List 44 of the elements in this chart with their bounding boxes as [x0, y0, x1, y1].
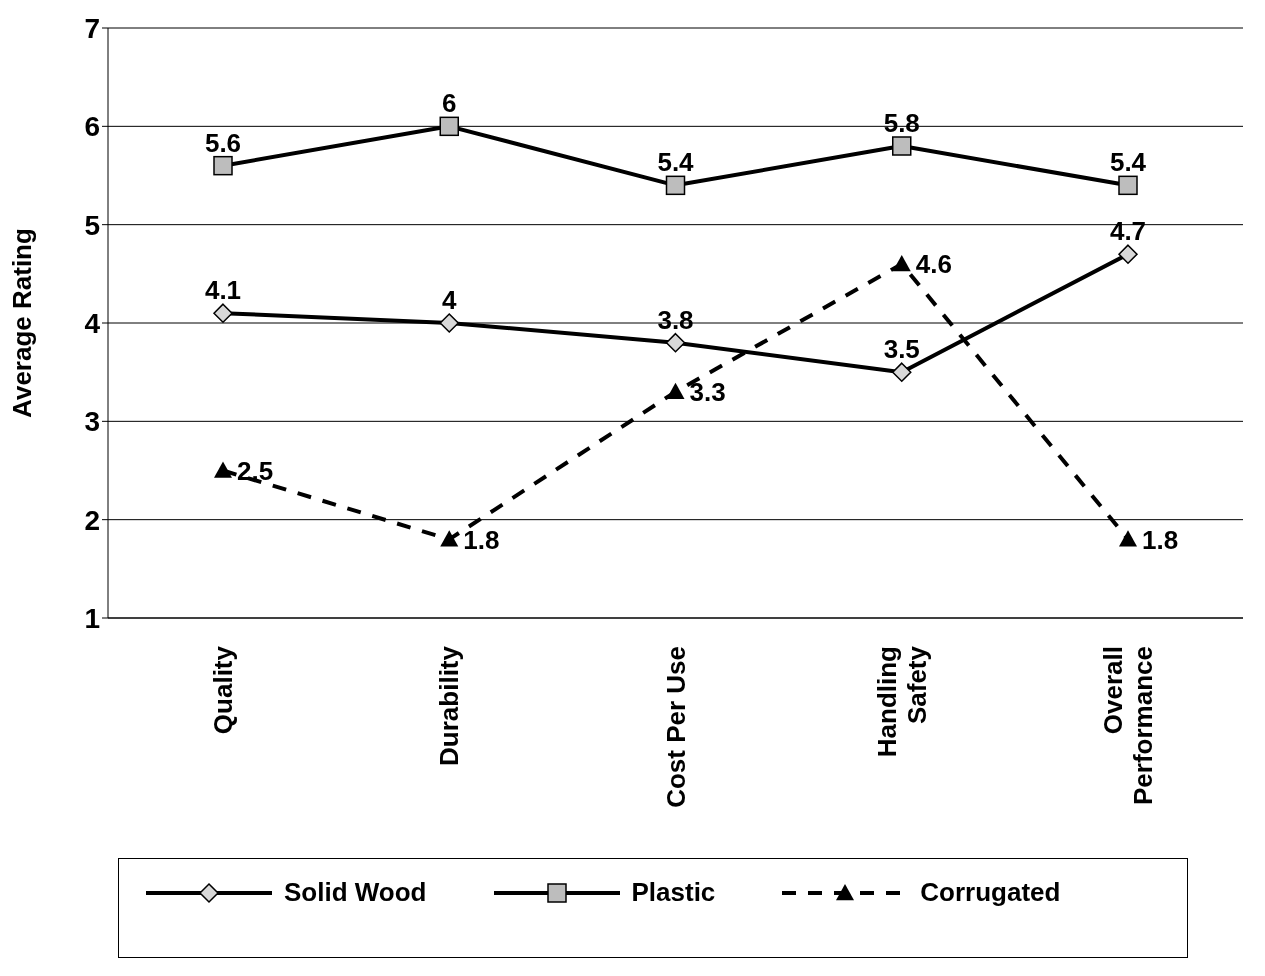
point: [892, 255, 911, 272]
legend-label: Plastic: [631, 877, 716, 908]
x-tick-label: Overall Performance: [1098, 646, 1158, 805]
data-label: 4: [442, 285, 458, 315]
data-label: 5.6: [204, 127, 242, 158]
data-label: 4.6: [915, 249, 952, 280]
y-tick-label: 4: [84, 307, 101, 339]
data-label: 2.5: [237, 455, 274, 486]
legend-label: Corrugated: [920, 877, 1061, 908]
point: [892, 362, 912, 382]
point: [439, 116, 459, 137]
y-axis-title: Average Rating: [7, 228, 38, 418]
point: [439, 313, 459, 333]
point: [214, 461, 232, 478]
data-label: 3.3: [689, 377, 726, 408]
data-label: 1.8: [1142, 524, 1179, 555]
legend-label: Solid Wood: [284, 877, 427, 908]
y-tick-label: 6: [84, 111, 100, 143]
y-tick-label: 1: [84, 602, 100, 634]
x-tick-label: Quality: [208, 645, 238, 735]
data-label: 4.1: [204, 275, 242, 306]
point: [666, 382, 685, 400]
data-label: 3.8: [657, 304, 694, 335]
y-tick-label: 3: [84, 406, 100, 438]
point: [1119, 530, 1137, 547]
point: [440, 530, 459, 547]
point: [213, 155, 233, 176]
y-tick-label: 2: [84, 504, 100, 536]
x-tick-label: Durability: [434, 645, 465, 766]
y-tick-label: 5: [84, 209, 100, 241]
point: [1118, 175, 1138, 196]
data-label: 1.8: [463, 524, 500, 555]
point: [1118, 244, 1138, 264]
data-label: 5.4: [657, 147, 695, 178]
x-tick-label: Cost Per Use: [660, 646, 691, 808]
point: [892, 136, 912, 156]
x-tick-label: Handling Safety: [871, 645, 932, 758]
data-label: 6: [442, 88, 457, 119]
point: [213, 303, 233, 323]
point: [665, 332, 686, 353]
data-label: 4.7: [1109, 216, 1147, 247]
data-label: 3.5: [883, 334, 920, 365]
data-label: 5.4: [1109, 147, 1147, 178]
y-tick-label: 7: [84, 12, 100, 44]
